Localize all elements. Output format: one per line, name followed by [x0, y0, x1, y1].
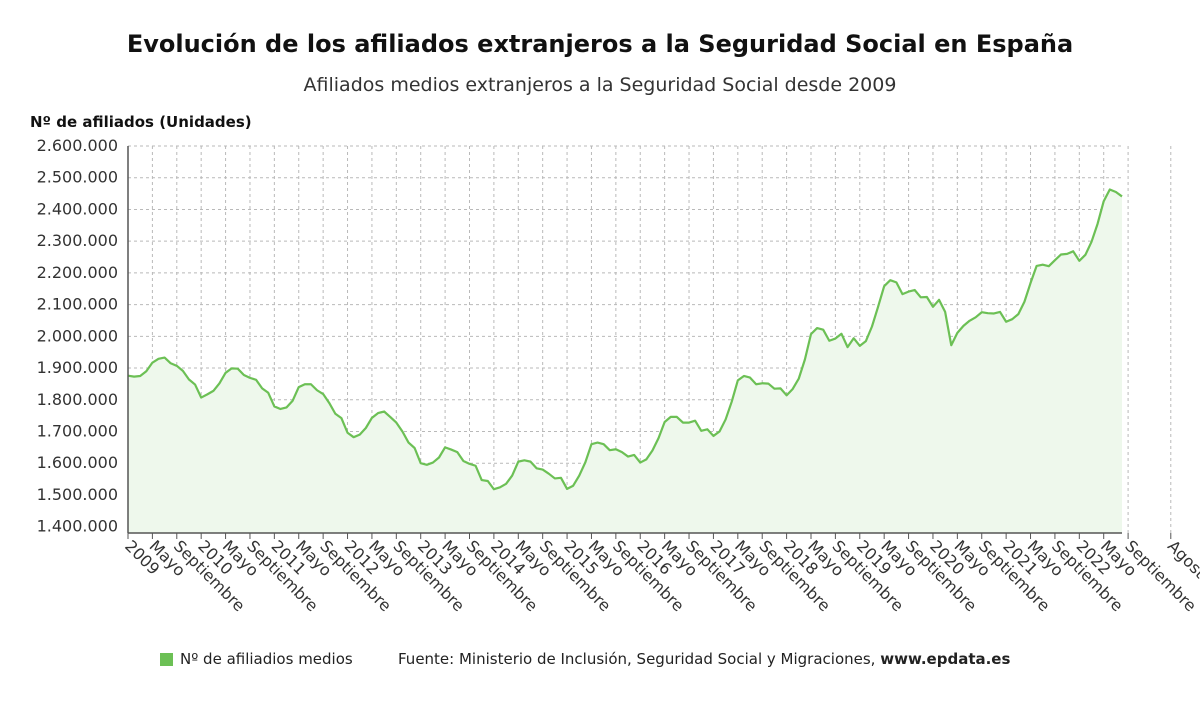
y-tick-label: 2.200.000	[37, 263, 118, 282]
source-link[interactable]: www.epdata.es	[880, 650, 1011, 668]
y-tick-label: 2.100.000	[37, 295, 118, 314]
y-tick-label: 2.600.000	[37, 136, 118, 155]
y-tick-label: 1.700.000	[37, 421, 118, 440]
y-tick-label: 2.000.000	[37, 326, 118, 345]
series-line	[127, 188, 1123, 491]
y-tick-label: 2.300.000	[37, 231, 118, 250]
y-tick-label: 1.600.000	[37, 453, 118, 472]
y-tick-label: 1.400.000	[37, 517, 118, 536]
legend-swatch	[160, 652, 173, 666]
y-tick-label: 1.500.000	[37, 485, 118, 504]
series-area	[128, 189, 1122, 533]
series-layer	[127, 188, 1123, 533]
y-tick-label: 1.900.000	[37, 358, 118, 377]
legend-label: Nº de afiliadios medios	[180, 650, 353, 668]
chart-area: 1.400.000 1.500.000 1.600.000 1.700.000 1.80…	[37, 136, 1200, 615]
legend: Nº de afiliadios medios	[160, 650, 353, 668]
y-axis-label: Nº de afiliados (Unidades)	[30, 113, 252, 131]
chart-title: Evolución de los afiliados extranjeros a…	[126, 30, 1074, 58]
y-tick-label: 2.500.000	[37, 168, 118, 187]
source-note: Fuente: Ministerio de Inclusión, Segurid…	[398, 650, 1010, 668]
source-text: Fuente: Ministerio de Inclusión, Segurid…	[398, 650, 876, 668]
y-tick-label: 2.400.000	[37, 199, 118, 218]
chart-subtitle: Afiliados medios extranjeros a la Seguri…	[303, 74, 897, 96]
y-tick-label: 1.800.000	[37, 390, 118, 409]
